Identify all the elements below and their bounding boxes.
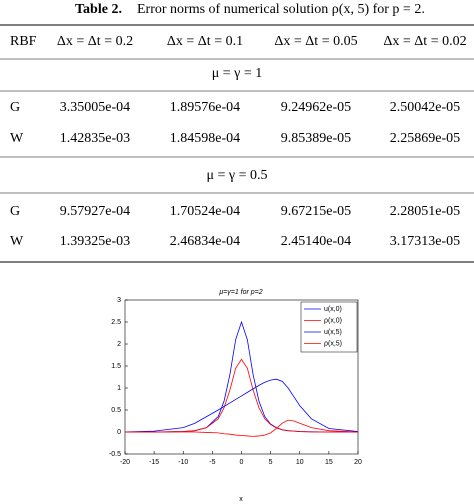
table-cell: 1.89576e-04	[170, 100, 240, 115]
header-cell: Δx = Δt = 0.05	[274, 34, 357, 49]
x-tick-label: 10	[296, 459, 304, 466]
table-cell: W	[10, 234, 24, 249]
x-tick-label: -5	[209, 459, 215, 466]
table-cell: 3.35005e-04	[60, 100, 130, 115]
y-tick-label: -0.5	[109, 451, 121, 458]
y-tick-label: 0.5	[111, 407, 121, 414]
y-tick-label: 0	[117, 429, 121, 436]
legend-label: ρ(x,5)	[324, 340, 342, 347]
table-cell: 9.85389e-05	[281, 131, 351, 146]
y-tick-label: 1.5	[111, 363, 121, 370]
legend-label: u(x,5)	[324, 329, 342, 336]
table-cell: 1.84598e-04	[170, 131, 240, 146]
table-cell: G	[10, 204, 20, 219]
section-title: μ = γ = 0.5	[207, 168, 268, 183]
x-axis-label: x	[239, 496, 243, 503]
table-cell: 9.57927e-04	[60, 204, 130, 219]
y-tick-label: 3	[117, 297, 121, 304]
x-tick-label: 15	[325, 459, 333, 466]
table-cell: 3.17313e-05	[390, 234, 460, 249]
series-line	[125, 419, 359, 437]
header-cell: Δx = Δt = 0.02	[383, 34, 466, 49]
header-cell: RBF	[10, 34, 37, 49]
x-tick-label: -15	[149, 459, 159, 466]
table-cell: 1.42835e-03	[60, 131, 130, 146]
x-tick-label: -20	[120, 459, 130, 466]
x-tick-label: 5	[269, 459, 273, 466]
x-tick-label: -10	[178, 459, 188, 466]
x-tick-label: 0	[240, 459, 244, 466]
table-cell: G	[10, 100, 20, 115]
header-cell: Δx = Δt = 0.1	[167, 34, 243, 49]
y-tick-label: 1	[117, 385, 121, 392]
section-title: μ = γ = 1	[212, 66, 262, 81]
series-line	[125, 358, 358, 433]
chart-title: μ=γ=1 for p=2	[218, 289, 262, 296]
legend-label: ρ(x,0)	[324, 317, 342, 324]
table-cell: 2.50042e-05	[390, 100, 460, 115]
table-cell: 2.25869e-05	[390, 131, 460, 146]
legend-label: u(x,0)	[324, 306, 342, 313]
header-cell: Δx = Δt = 0.2	[57, 34, 133, 49]
table-cell: 9.67215e-05	[281, 204, 351, 219]
x-tick-label: 20	[354, 459, 362, 466]
table-cell: 2.46834e-04	[170, 234, 240, 249]
y-tick-label: 2.5	[111, 319, 121, 326]
table-cell: 9.24962e-05	[281, 100, 351, 115]
caption: Error norms of numerical solution ρ(x, 5…	[137, 2, 425, 17]
table-cell: W	[10, 131, 24, 146]
table-cell: 1.39325e-03	[60, 234, 130, 249]
table-cell: 1.70524e-04	[170, 204, 240, 219]
y-tick-label: 2	[117, 341, 121, 348]
table-cell: 2.45140e-04	[281, 234, 351, 249]
table-cell: 2.28051e-05	[390, 204, 460, 219]
series-line	[124, 378, 359, 433]
caption-label: Table 2.	[75, 2, 122, 17]
